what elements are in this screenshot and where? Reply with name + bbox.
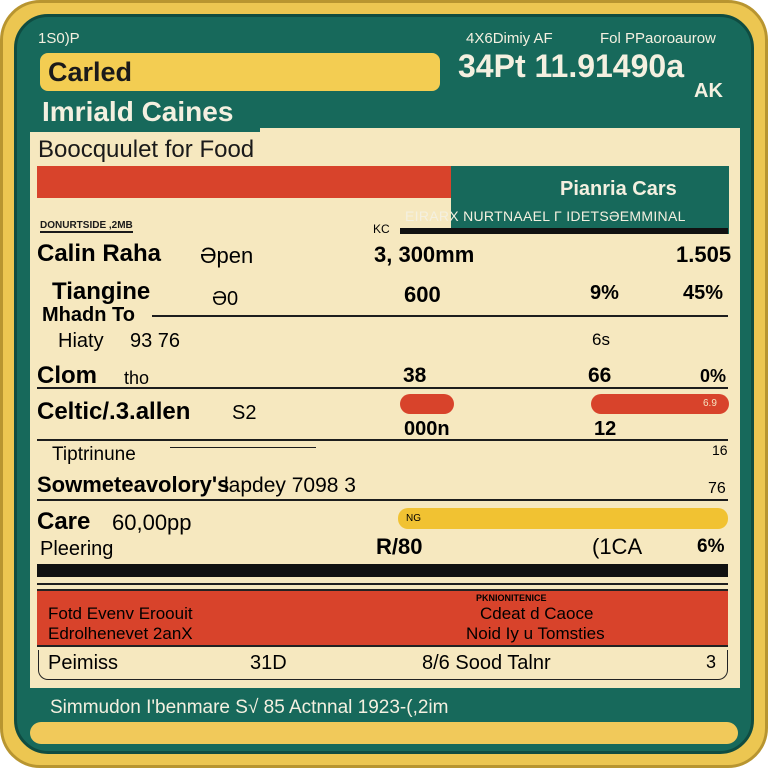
red-pill bbox=[400, 394, 454, 414]
red-header-bar bbox=[37, 166, 451, 198]
footer-text: Simmudon I'benmare S√ 85 Actnnal 1923-(,… bbox=[50, 697, 449, 718]
row-cell: Ə0 bbox=[212, 288, 239, 310]
summary-row bbox=[38, 650, 728, 680]
row-cell: lapdey 7098 3 bbox=[224, 474, 356, 497]
row-cell: Calin Raha bbox=[37, 240, 162, 267]
row-cell: 12 bbox=[594, 418, 617, 440]
row-cell: 1.505 bbox=[676, 242, 732, 267]
red-pill-wide: 6.9 bbox=[591, 394, 729, 414]
summary-label: Peimiss bbox=[48, 652, 119, 674]
row-cell: Clom bbox=[37, 362, 97, 389]
row-cell: Tiangine bbox=[52, 278, 151, 305]
divider-bar bbox=[37, 564, 728, 577]
row-cell: Hiaty bbox=[58, 330, 104, 352]
row-cell: 38 bbox=[403, 364, 427, 387]
row-cell: 60,00pp bbox=[112, 510, 192, 535]
row-cell: Əpen bbox=[200, 243, 254, 268]
red-band-right-2: Noid Iy u Tomsties bbox=[466, 624, 605, 643]
top-right-label: Fol PPaoroaurow bbox=[600, 30, 716, 47]
row-cell: 16 bbox=[712, 442, 728, 458]
badge-label[interactable]: Carled bbox=[40, 53, 440, 91]
yellow-progress-bar: NG bbox=[398, 508, 728, 529]
row-cell: (1CA bbox=[592, 534, 643, 559]
red-band bbox=[37, 589, 728, 647]
column-marker: KC bbox=[373, 222, 390, 236]
row-cell: 000n bbox=[404, 418, 450, 440]
big-number: 34Pt 11.91490a bbox=[458, 48, 684, 84]
row-cell: 600 bbox=[404, 282, 441, 307]
summary-c2: 8/6 Sood Talnr bbox=[422, 652, 551, 674]
row-cell: Care bbox=[37, 508, 91, 535]
red-band-small: PKNIONITENICE bbox=[476, 593, 547, 603]
summary-c3: 3 bbox=[706, 652, 717, 672]
footer-bar bbox=[30, 722, 738, 744]
row-cell: 9% bbox=[590, 282, 619, 304]
row-cell: 6% bbox=[697, 536, 725, 557]
red-band-right-1: Cdeat d Caoce bbox=[480, 604, 594, 623]
row-cell: 3, 300mm bbox=[374, 242, 475, 267]
row-cell: R/80 bbox=[376, 534, 423, 559]
banner-title: Pianria Cars bbox=[560, 178, 677, 200]
row-cell: Sowmeteavolory's bbox=[37, 472, 230, 497]
row-cell: 6s bbox=[592, 330, 610, 349]
big-unit: AK bbox=[694, 80, 723, 102]
row-cell: S2 bbox=[232, 402, 257, 424]
row-cell: Pleering bbox=[40, 538, 114, 560]
banner bbox=[451, 166, 729, 234]
row-cell: 76 bbox=[708, 480, 726, 497]
row-cell: 45% bbox=[683, 282, 724, 304]
title: Imriald Caines bbox=[42, 96, 234, 127]
banner-subtitle: EIRARX NURTNAAEL Γ IDETSƏEMMINAL bbox=[405, 208, 686, 224]
subtitle: Boocquulet for Food bbox=[38, 136, 255, 163]
red-band-left-2: Edrolhenevet 2anX bbox=[48, 624, 193, 643]
summary-c1: 31D bbox=[250, 652, 287, 674]
row-cell: Mhadn To bbox=[42, 304, 135, 326]
row-cell: 0% bbox=[700, 366, 727, 386]
row-cell: 66 bbox=[588, 364, 612, 387]
row-cell: tho bbox=[124, 368, 150, 388]
top-mid-label: 4X6Dimiy AF bbox=[466, 30, 553, 47]
top-left-code: 1S0)P bbox=[38, 30, 80, 47]
row-cell: Celtic/.3.allen bbox=[37, 398, 191, 425]
row-cell: Tiptrinune bbox=[52, 444, 136, 465]
red-band-left-1: Fotd Evenv Eroouit bbox=[48, 604, 193, 623]
small-label: DONURTSIDE ,2MB bbox=[40, 220, 133, 233]
row-cell: 93 76 bbox=[130, 330, 181, 352]
